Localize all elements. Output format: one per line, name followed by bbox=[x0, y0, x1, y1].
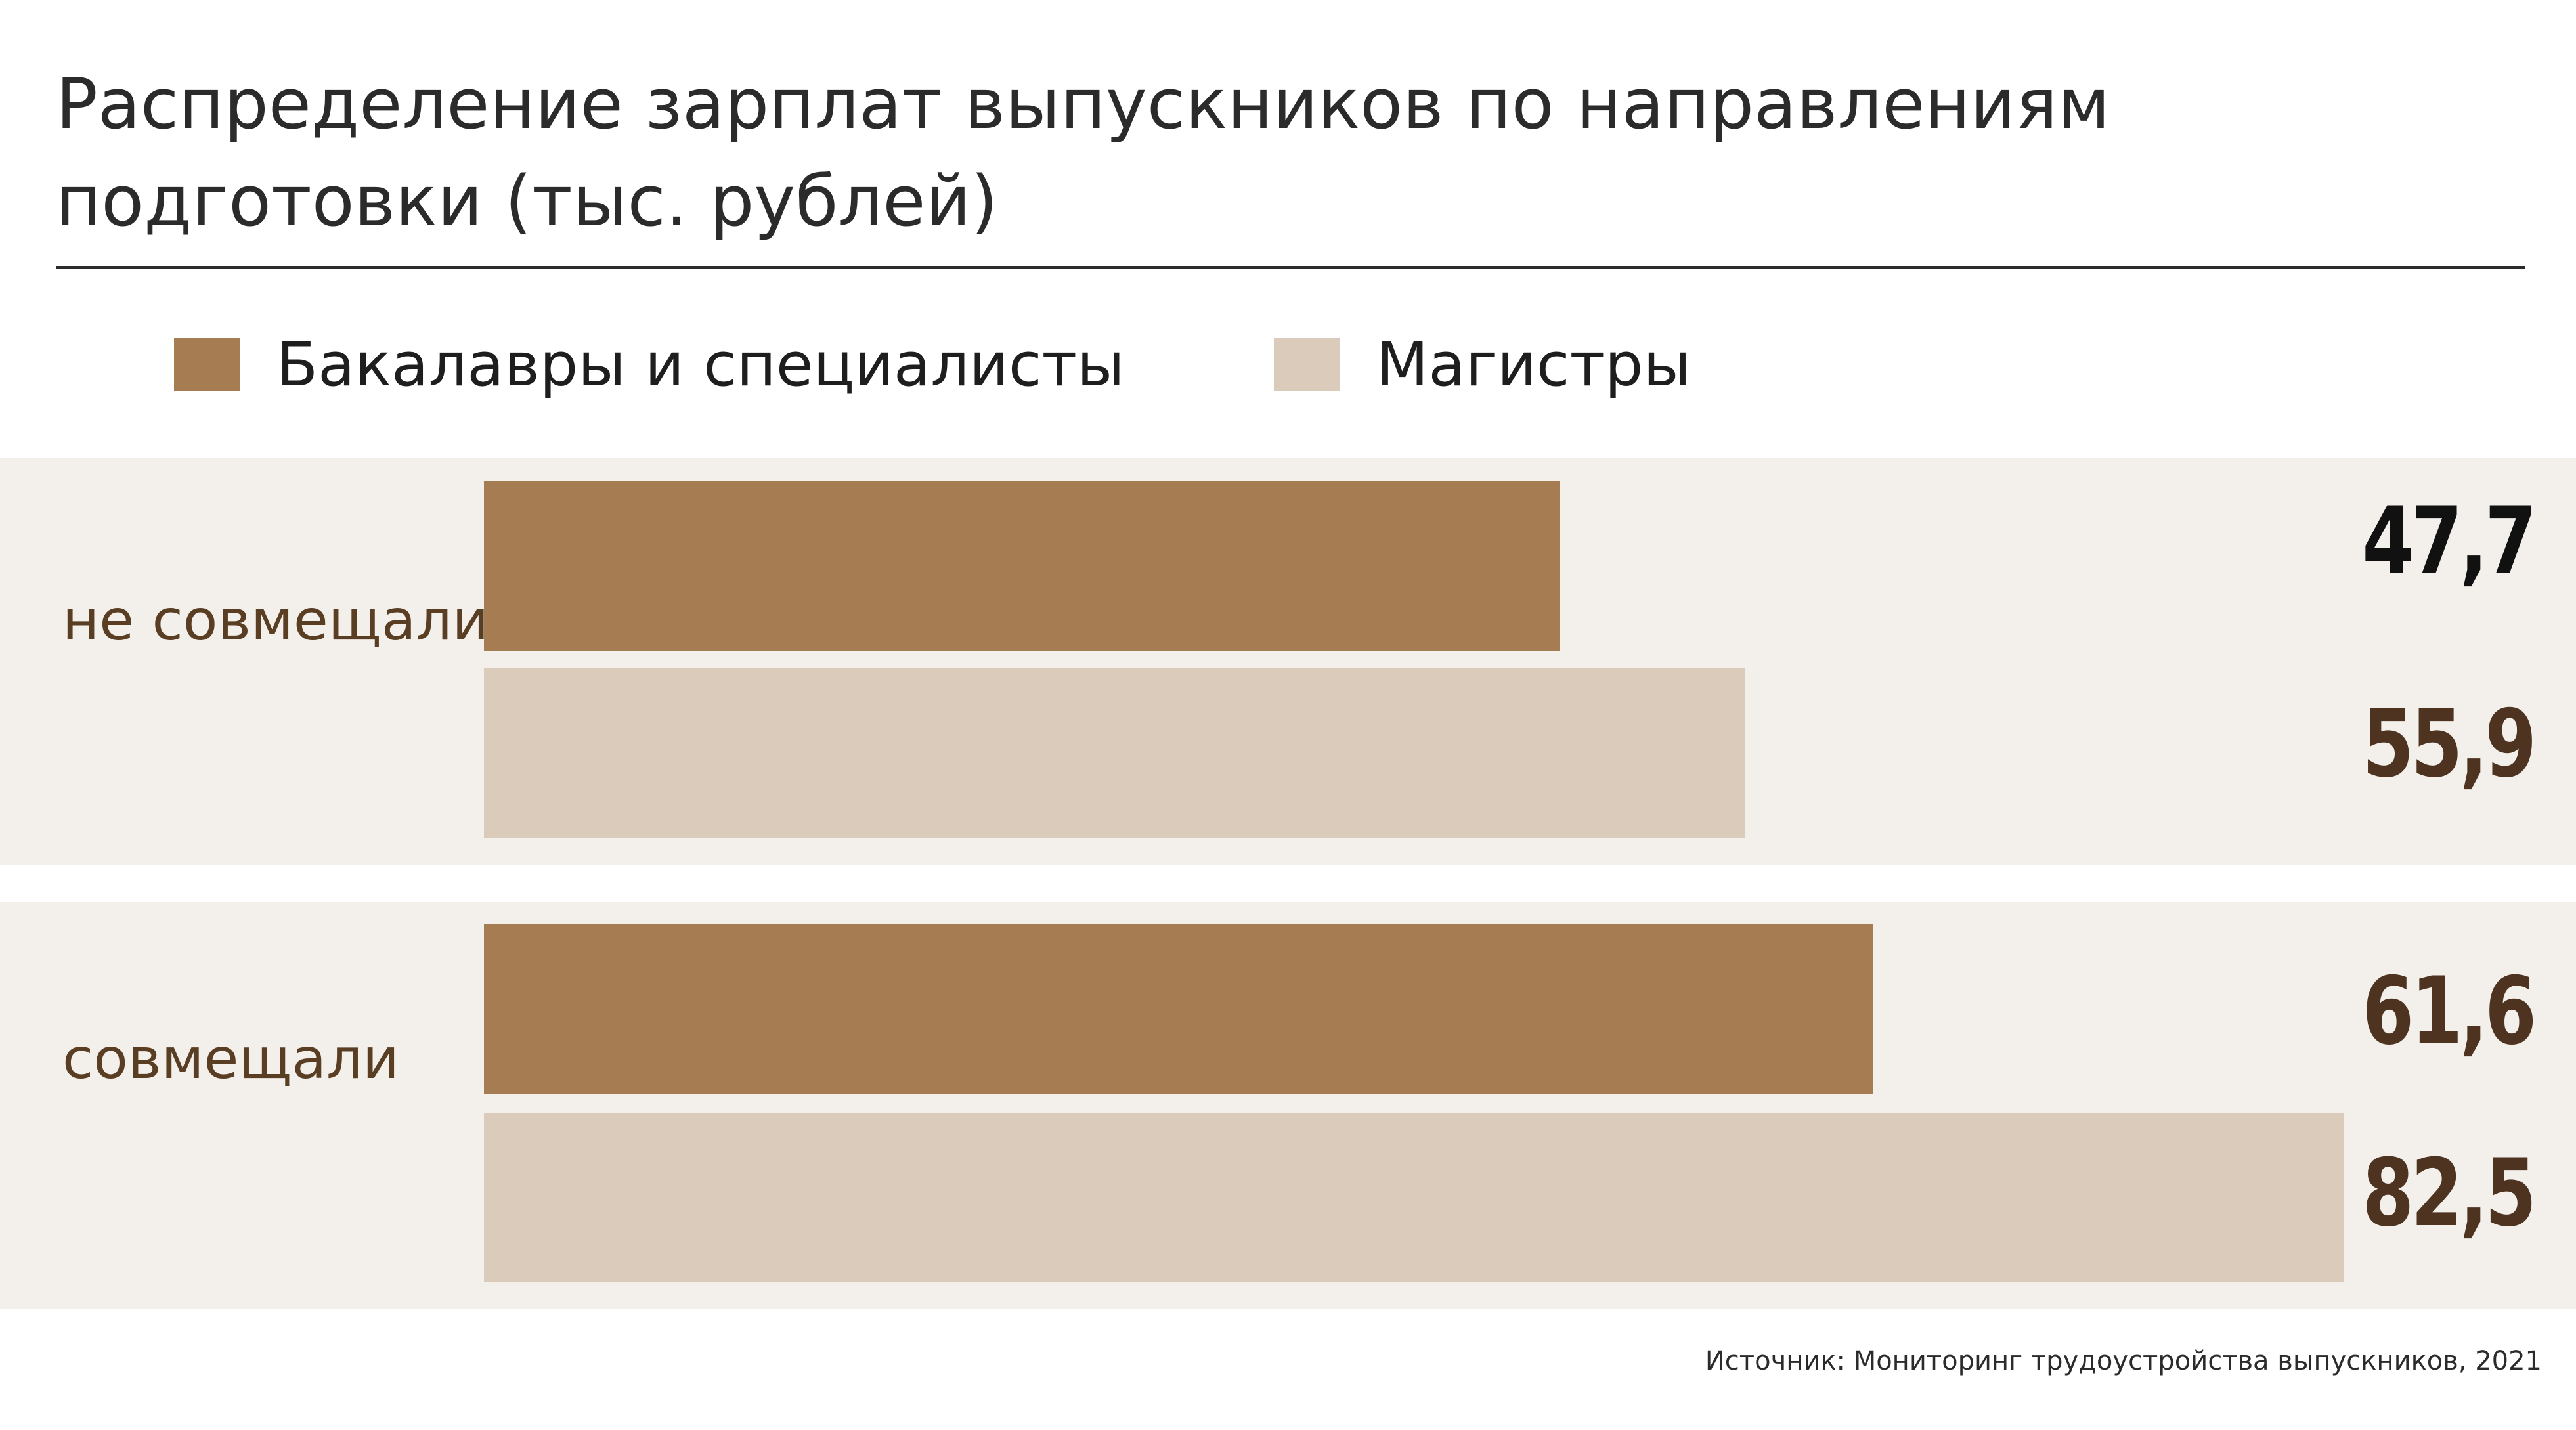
value-label-not-combined-masters: 55,9 bbox=[2361, 690, 2537, 798]
legend-item-masters: Магистры bbox=[1274, 322, 1691, 407]
legend-swatch-masters bbox=[1274, 338, 1340, 391]
chart-title: Распределение зарплат выпускников по нап… bbox=[56, 64, 2110, 242]
title-divider bbox=[56, 266, 2525, 269]
bar-not-combined-bachelors bbox=[484, 481, 1560, 651]
value-label-not-combined-bachelors: 47,7 bbox=[2361, 487, 2537, 596]
bar-combined-masters bbox=[484, 1113, 2344, 1282]
value-label-combined-bachelors: 61,6 bbox=[2361, 957, 2537, 1066]
bar-combined-bachelors bbox=[484, 924, 1873, 1094]
legend-item-bachelors: Бакалавры и специалисты bbox=[174, 322, 1125, 407]
bar-not-combined-masters bbox=[484, 668, 1745, 838]
source-note: Источник: Мониторинг трудоустройства вып… bbox=[1705, 1346, 2542, 1376]
legend-swatch-bachelors bbox=[174, 338, 240, 391]
legend-label-bachelors: Бакалавры и специалисты bbox=[276, 329, 1125, 400]
legend-label-masters: Магистры bbox=[1376, 329, 1692, 400]
category-label-combined: совмещали bbox=[62, 1026, 399, 1092]
value-label-combined-masters: 82,5 bbox=[2361, 1139, 2537, 1247]
category-label-not-combined: не совмещали bbox=[62, 588, 489, 653]
